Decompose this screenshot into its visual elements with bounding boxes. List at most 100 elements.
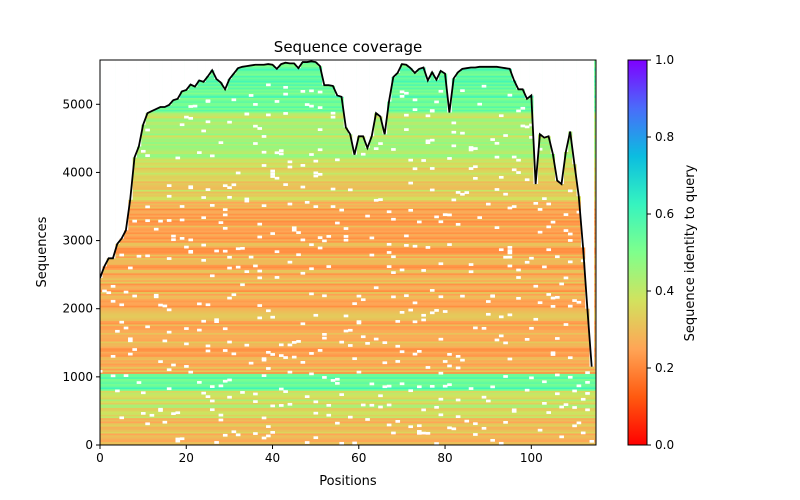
coverage-gap (106, 60, 112, 259)
heatmap-strip (100, 353, 596, 356)
coverage-gap (266, 367, 271, 370)
coverage-gap (179, 123, 185, 127)
coverage-gap (529, 326, 534, 330)
coverage-gap (257, 60, 263, 65)
coverage-gap (339, 208, 344, 212)
coverage-gap (395, 360, 401, 363)
coverage-gap (567, 239, 573, 242)
coverage-gap (580, 431, 586, 435)
heatmap-strip (100, 180, 596, 184)
coverage-gap (317, 236, 323, 239)
coverage-gap (468, 148, 474, 152)
coverage-gap (188, 60, 194, 85)
coverage-gap (585, 60, 590, 309)
coverage-gap (563, 323, 569, 326)
coverage-gap (326, 413, 332, 417)
coverage-gap (158, 60, 163, 108)
coverage-gap (417, 385, 422, 389)
coverage-gap (567, 356, 573, 360)
coverage-gap (231, 60, 237, 74)
coverage-gap (447, 157, 452, 160)
coverage-gap (386, 265, 392, 268)
heatmap-strip (100, 269, 596, 272)
coverage-gap (330, 205, 336, 208)
coverage-gap (184, 115, 189, 119)
coverage-gap (408, 208, 413, 212)
coverage-gap (313, 400, 319, 404)
coverage-gap (274, 151, 280, 155)
coverage-gap (572, 389, 577, 393)
coverage-gap (516, 171, 521, 174)
coverage-gap (300, 271, 306, 275)
coverage-gap (266, 309, 271, 313)
coverage-gap (209, 408, 215, 412)
coverage-gap (179, 236, 185, 240)
coverage-gap (128, 352, 133, 356)
coverage-gap (460, 131, 465, 135)
coverage-gap (563, 213, 569, 216)
coverage-gap (425, 246, 431, 249)
heatmap-strip (100, 291, 596, 294)
heatmap-strip (100, 170, 596, 173)
coverage-gap (529, 60, 534, 96)
coverage-gap (486, 60, 491, 67)
coverage-gap (486, 202, 491, 206)
heatmap-strip (100, 201, 596, 204)
coverage-gap (404, 294, 409, 298)
coverage-gap (145, 154, 150, 157)
coverage-gap (205, 344, 211, 348)
coverage-gap (438, 220, 444, 224)
heatmap-strip (100, 375, 596, 378)
coverage-gap (451, 60, 457, 79)
coverage-gap (205, 303, 211, 307)
coverage-gap (110, 299, 116, 303)
coverage-gap (179, 437, 185, 441)
coverage-gap (179, 60, 185, 92)
coverage-gap (576, 60, 582, 197)
coverage-gap (429, 188, 435, 192)
heatmap-strip (100, 378, 596, 381)
y-tick-label: 5000 (62, 97, 93, 111)
coverage-gap (309, 243, 314, 247)
colorbar-tick-label: 1.0 (655, 53, 674, 67)
coverage-gap (119, 320, 125, 324)
coverage-gap (317, 172, 323, 176)
coverage-gap (100, 369, 103, 373)
coverage-gap (477, 60, 483, 67)
heatmap-strip (100, 371, 596, 374)
coverage-gap (520, 60, 526, 90)
coverage-gap (153, 295, 159, 299)
heatmap-strip (100, 429, 596, 432)
coverage-gap (585, 392, 590, 395)
coverage-gap (227, 60, 232, 80)
coverage-gap (313, 313, 319, 317)
coverage-gap (197, 60, 202, 81)
coverage-gap (567, 260, 573, 264)
coverage-gap (395, 60, 401, 73)
coverage-gap (490, 60, 495, 67)
heatmap-strip (100, 317, 596, 320)
coverage-gap (257, 304, 263, 307)
coverage-gap (404, 128, 409, 131)
coverage-gap (412, 167, 418, 171)
coverage-gap (546, 411, 552, 414)
coverage-gap (360, 60, 366, 137)
coverage-gap (287, 343, 293, 347)
coverage-gap (184, 327, 189, 330)
coverage-gap (391, 148, 396, 151)
heatmap-strip (100, 419, 596, 422)
coverage-gap (490, 438, 495, 442)
coverage-gap (399, 350, 405, 354)
heatmap-strip (100, 141, 596, 144)
heatmap-strip (100, 312, 596, 315)
heatmap-strip (100, 293, 596, 296)
coverage-gap (412, 320, 418, 324)
coverage-gap (119, 60, 125, 239)
y-tick-label: 4000 (62, 165, 93, 179)
coverage-gap (317, 148, 323, 152)
heatmap-strip (100, 283, 596, 286)
coverage-gap (429, 311, 435, 315)
x-tick-label: 100 (520, 451, 543, 465)
coverage-gap (326, 265, 332, 268)
